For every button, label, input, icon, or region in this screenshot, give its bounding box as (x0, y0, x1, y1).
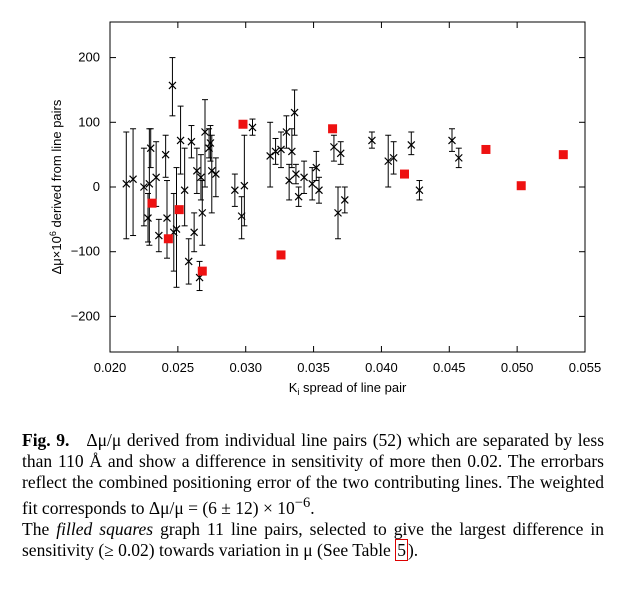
square-marker (147, 198, 157, 208)
cross-marker (211, 170, 220, 178)
figure-label: Fig. 9. (22, 430, 70, 450)
caption-exponent: −6 (294, 495, 311, 511)
cross-marker (448, 136, 456, 145)
cross-marker (334, 208, 342, 217)
x-tick-label: 0.040 (365, 360, 398, 375)
cross-marker (294, 192, 303, 201)
caption-paragraph-2: The filled squares graph 11 line pairs, … (22, 518, 604, 561)
square-marker (276, 250, 286, 260)
x-tick-label: 0.055 (569, 360, 602, 375)
cross-marker (277, 145, 285, 154)
cross-marker (315, 186, 323, 195)
square-marker (163, 234, 173, 244)
cross-marker (415, 186, 424, 195)
cross-marker (145, 179, 154, 188)
cross-marker (190, 228, 199, 237)
cross-marker (129, 175, 137, 184)
cross-marker (248, 123, 257, 132)
square-marker (197, 266, 207, 276)
y-tick-label: 100 (78, 114, 100, 129)
cross-marker (154, 231, 163, 240)
cross-marker (336, 149, 345, 158)
y-tick-label: −200 (71, 308, 100, 323)
cross-marker (180, 186, 189, 195)
x-tick-label: 0.035 (297, 360, 330, 375)
cross-marker (198, 208, 207, 217)
cross-marker (312, 163, 321, 172)
cross-marker (201, 128, 209, 136)
cross-marker (168, 81, 177, 90)
x-tick-label: 0.025 (162, 360, 195, 375)
square-marker (328, 124, 338, 134)
y-axis: 200 100 0 −100 −200 (71, 50, 585, 323)
caption-text: Δμ/μ derived from individual line pairs … (22, 430, 604, 518)
cross-marker (266, 152, 275, 160)
cross-marker (240, 181, 249, 190)
x-tick-label: 0.030 (229, 360, 262, 375)
cross-marker (172, 225, 181, 233)
cross-marker (230, 186, 239, 195)
cross-marker (184, 257, 193, 266)
cross-marker (152, 173, 161, 182)
y-tick-label: −100 (71, 244, 100, 259)
cross-marker (292, 170, 300, 178)
scatter-chart: 200 100 0 −100 −200 0.020 0.025 0.030 0.035 0.04… (48, 21, 602, 397)
cross-marker (285, 176, 294, 185)
square-markers (147, 119, 568, 276)
x-tick-label: 0.020 (94, 360, 127, 375)
cross-marker (389, 153, 398, 162)
cross-marker (237, 212, 246, 221)
square-marker (238, 119, 248, 129)
cross-marker (368, 136, 376, 145)
square-marker (558, 150, 568, 160)
cross-marker (140, 183, 148, 191)
x-axis-label: Ki spread of line pair (289, 380, 407, 397)
cross-marker (300, 173, 308, 182)
cross-marker (161, 150, 170, 159)
cross-marker (282, 128, 291, 136)
cross-marker (384, 157, 393, 166)
cross-marker (454, 153, 463, 162)
caption-emphasis: filled squares (56, 518, 154, 539)
cross-marker (146, 144, 155, 153)
figure-caption: Fig. 9. Δμ/μ derived from individual lin… (22, 430, 604, 561)
cross-marker (187, 137, 196, 146)
cross-marker (197, 173, 205, 182)
cross-marker (206, 139, 215, 147)
x-axis: 0.020 0.025 0.030 0.035 0.040 0.045 0.050 0.055 (94, 22, 602, 375)
y-tick-label: 0 (93, 179, 100, 194)
table-reference-link[interactable]: 5 (395, 538, 408, 561)
y-tick-label: 200 (78, 50, 100, 65)
cross-marker (340, 196, 349, 204)
square-marker (481, 144, 491, 154)
cross-marker (163, 214, 171, 222)
cross-marker (290, 108, 299, 117)
cross-marker (308, 179, 317, 188)
cross-marker (144, 214, 152, 222)
square-marker (400, 169, 409, 179)
x-tick-label: 0.045 (433, 360, 466, 375)
cross-marker (271, 147, 280, 156)
error-bars (123, 57, 462, 292)
cross-marker (407, 141, 416, 149)
square-marker (174, 205, 184, 215)
caption-paragraph-1: Fig. 9. Δμ/μ derived from individual lin… (22, 430, 604, 518)
cross-marker (192, 166, 201, 175)
cross-marker (122, 179, 131, 188)
cross-marker (330, 142, 338, 151)
cross-markers (122, 81, 463, 282)
cross-marker (287, 147, 296, 156)
y-axis-label: Δμ×106 derived from line pairs (48, 99, 64, 274)
square-marker (516, 181, 526, 191)
cross-marker (176, 136, 185, 145)
x-tick-label: 0.050 (501, 360, 534, 375)
